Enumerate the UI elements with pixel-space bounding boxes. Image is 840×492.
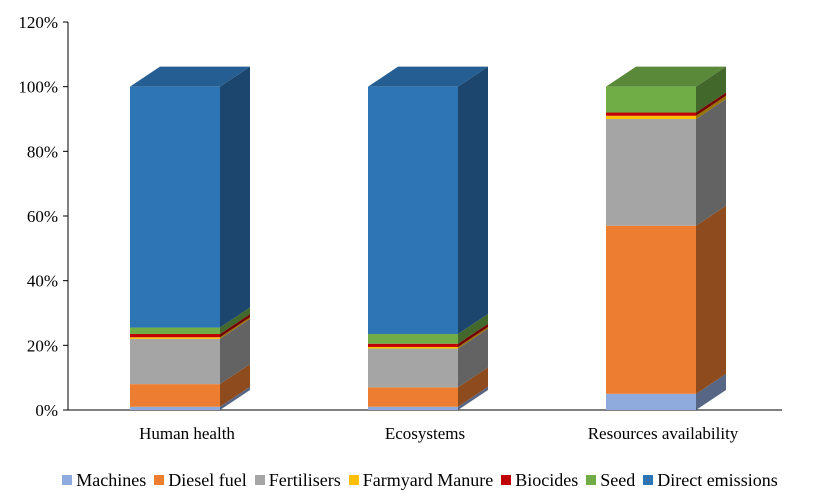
legend-swatch [586, 475, 597, 485]
bars [130, 66, 726, 410]
bar-segment-fertilisers [130, 338, 220, 385]
legend-swatch [643, 475, 654, 485]
y-ticks: 0% 20% 40% 60% 80% 100% 120% [18, 13, 68, 420]
bar-segment-farmyard-manure [368, 346, 458, 349]
bar-side-direct-emissions [220, 66, 250, 328]
bar-segment-direct-emissions [130, 86, 220, 328]
bar-side-fertilisers [220, 318, 250, 385]
legend-item: Diesel fuel [154, 469, 247, 491]
y-tick-label: 60% [27, 207, 58, 226]
x-labels: Human health Ecosystems Resources availabi… [139, 424, 739, 443]
bar-side-diesel-fuel [458, 367, 488, 407]
legend-swatch [348, 475, 359, 485]
bar-side-farmyard-manure [220, 317, 250, 339]
y-tick-label: 20% [27, 336, 58, 355]
bar-segment-direct-emissions [368, 86, 458, 335]
bar-top-seed [606, 66, 726, 87]
bar-side-biocides [458, 323, 488, 347]
bar-segment-diesel-fuel [130, 384, 220, 407]
bar-segment-seed [368, 334, 458, 344]
legend-item: Seed [586, 470, 635, 491]
x-category-label: Human health [139, 424, 235, 443]
legend-item: Biocides [501, 470, 578, 491]
bar-segment-seed [606, 86, 696, 113]
bar-side-farmyard-manure [696, 95, 726, 119]
bar-side-seed [458, 314, 488, 344]
bar-segment-machines [368, 406, 458, 410]
bar-side-diesel-fuel [696, 205, 726, 394]
bar-segment-fertilisers [606, 119, 696, 226]
legend-label: Seed [600, 469, 636, 490]
legend-item: Farmyard Manure [348, 469, 494, 491]
y-tick-label: 80% [27, 142, 58, 161]
bar-segment-machines [130, 406, 220, 410]
legend-label: Biocides [515, 469, 579, 490]
bar-side-direct-emissions [458, 66, 488, 335]
bar-segment-seed [130, 327, 220, 335]
y-tick-label: 100% [18, 78, 58, 97]
bar-segment-farmyard-manure [606, 115, 696, 119]
bar-side-machines [458, 386, 488, 410]
legend-item: Fertilisers [254, 469, 341, 491]
y-tick-label: 0% [35, 401, 58, 420]
bar-side-machines [696, 373, 726, 410]
legend-label: Machines [76, 469, 147, 490]
bar-side-biocides [220, 314, 250, 338]
legend-label: Direct emissions [657, 469, 778, 490]
bar-segment-biocides [130, 334, 220, 338]
y-tick-label: 120% [18, 13, 58, 32]
bar-side-farmyard-manure [458, 326, 488, 349]
y-tick-label: 40% [27, 272, 58, 291]
bar-top-direct-emissions [368, 66, 488, 87]
legend-swatch [254, 475, 265, 485]
stacked-3d-bar-chart: 0% 20% 40% 60% 80% 100% 120% Human health Ecosy… [18, 13, 782, 443]
legend-swatch [154, 475, 165, 485]
bar-side-diesel-fuel [220, 364, 250, 407]
bar-side-fertilisers [458, 328, 488, 388]
bar-segment-diesel-fuel [368, 387, 458, 407]
legend-swatch [62, 475, 73, 485]
bar-segment-farmyard-manure [130, 337, 220, 339]
legend-label: Fertilisers [268, 469, 341, 490]
bar-segment-machines [606, 393, 696, 410]
legend: Machines Diesel fuel Fertilisers Farmyard M… [0, 468, 840, 492]
bar-top-direct-emissions [130, 66, 250, 87]
bar-side-machines [220, 386, 250, 410]
bar-side-seed [696, 66, 726, 113]
bar-segment-biocides [368, 343, 458, 347]
legend-item: Machines [62, 470, 146, 491]
bar-side-seed [220, 307, 250, 335]
x-category-label: Resources availability [588, 424, 739, 443]
bar-segment-diesel-fuel [606, 225, 696, 394]
bar-side-biocides [696, 92, 726, 116]
legend-label: Diesel fuel [168, 469, 247, 490]
bar-segment-fertilisers [368, 348, 458, 388]
bar-segment-biocides [606, 112, 696, 116]
legend-swatch [501, 475, 512, 485]
legend-item: Direct emissions [643, 469, 778, 491]
bar-side-fertilisers [696, 99, 726, 226]
x-category-label: Ecosystems [385, 424, 465, 443]
legend-label: Farmyard Manure [362, 469, 494, 490]
